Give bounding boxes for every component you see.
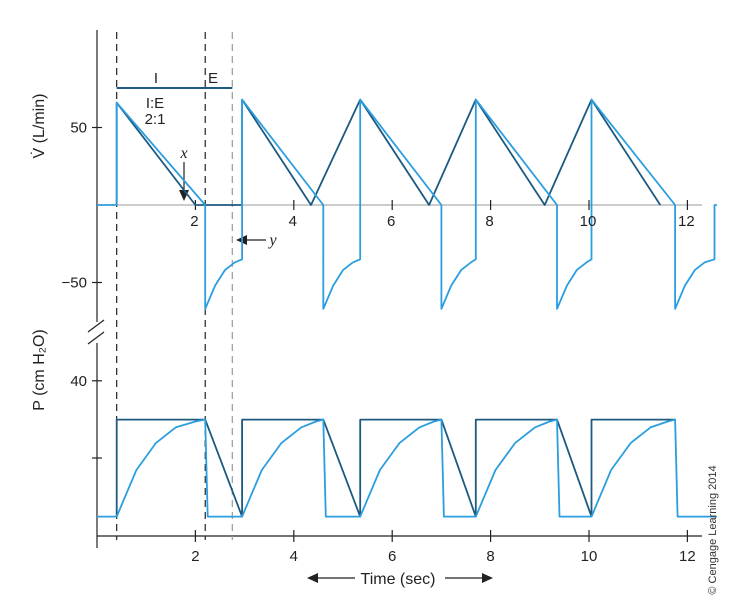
time-axis-title: Time (sec): [361, 571, 436, 588]
flow-x-tick-label: 4: [289, 213, 297, 230]
pressure-y-tick-label: 40: [70, 373, 87, 390]
time-x-tick-label: 6: [388, 548, 396, 565]
flow-x-tick-label: 12: [678, 213, 695, 230]
flow-y-tick-label: 50: [70, 120, 87, 137]
flow-x-tick-label: 10: [580, 213, 597, 230]
labels-layer: V̇ (L/min) P (cm H₂O) Time (sec) I E I:E…: [30, 70, 719, 595]
flow-x-tick-label: 2: [190, 213, 198, 230]
axis-break-mark-1: [87, 319, 105, 333]
pressure-series-2: [97, 418, 717, 518]
marker-x-label: x: [179, 145, 187, 162]
pressure-series-1: [115, 418, 676, 518]
flow-series-2: [97, 98, 717, 310]
time-x-tick-label: 2: [191, 548, 199, 565]
ie-ratio-value: 2:1: [145, 111, 166, 128]
time-arrow-left-head: [307, 573, 318, 583]
marker-y-label: y: [267, 232, 277, 249]
inspiration-label: I: [154, 70, 158, 87]
pressure-axis-title: P (cm H₂O): [31, 329, 48, 410]
axis-break-mark-2: [87, 331, 105, 345]
time-x-tick-label: 8: [486, 548, 494, 565]
time-arrow-right-head: [482, 573, 493, 583]
flow-series-1: [115, 98, 662, 206]
copyright-text: © Cengage Learning 2014: [707, 465, 719, 594]
flow-y-tick-label: −50: [62, 275, 87, 292]
time-x-tick-label: 12: [679, 548, 696, 565]
ie-ratio-label: I:E: [146, 95, 164, 112]
flow-x-tick-label: 8: [485, 213, 493, 230]
time-x-tick-label: 10: [581, 548, 598, 565]
flow-axis-title: V̇ (L/min): [30, 94, 48, 159]
axes-layer: [87, 30, 702, 583]
flow-x-tick-label: 6: [387, 213, 395, 230]
series-layer: [97, 98, 717, 518]
expiration-label: E: [208, 70, 218, 87]
time-x-tick-label: 4: [290, 548, 298, 565]
